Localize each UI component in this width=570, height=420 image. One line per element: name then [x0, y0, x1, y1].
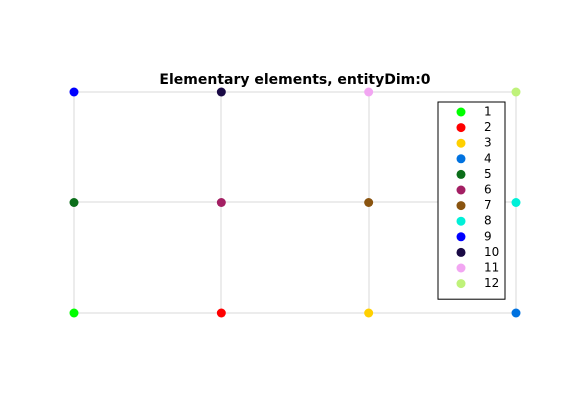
legend-label: 12: [484, 276, 499, 290]
legend-label: 3: [484, 136, 492, 150]
legend-marker: [456, 216, 466, 226]
legend-label: 2: [484, 120, 492, 134]
legend-label: 6: [484, 183, 492, 197]
legend-marker: [456, 123, 466, 133]
legend-box: [437, 101, 506, 300]
legend-label: 1: [484, 105, 492, 119]
chart-title: Elementary elements, entityDim:0: [159, 72, 430, 88]
legend-marker: [456, 279, 466, 289]
data-point: [69, 308, 79, 318]
legend-label: 5: [484, 167, 492, 181]
legend-marker: [456, 154, 466, 164]
data-point: [364, 87, 374, 97]
legend-marker: [456, 263, 466, 273]
legend-label: 8: [484, 214, 492, 228]
legend-label: 10: [484, 245, 499, 259]
data-point: [511, 308, 521, 318]
data-point: [216, 198, 226, 207]
legend-marker: [456, 247, 466, 257]
legend-label: 7: [484, 198, 492, 212]
legend-marker: [456, 232, 466, 242]
data-point: [69, 87, 79, 97]
legend-marker: [456, 107, 466, 117]
legend-marker: [456, 201, 466, 211]
legend-marker: [456, 169, 466, 179]
data-point: [69, 198, 79, 207]
data-point: [216, 87, 226, 97]
data-point: [364, 198, 374, 207]
legend-marker: [456, 185, 466, 195]
data-point: [511, 198, 521, 207]
legend-label: 4: [484, 151, 492, 165]
data-point: [511, 87, 521, 97]
data-point: [364, 308, 374, 318]
legend-marker: [456, 138, 466, 148]
data-point: [216, 308, 226, 318]
legend-label: 9: [484, 229, 492, 243]
legend-label: 11: [484, 261, 499, 275]
